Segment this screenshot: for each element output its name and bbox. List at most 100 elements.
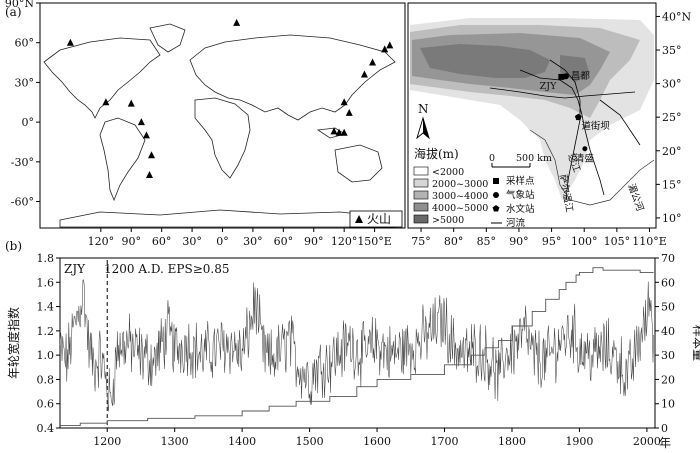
world-map-panel: (a) 120° 90° 60° 30° 0° 30° 60° 90° 120° 150°E90°… <box>5 0 406 248</box>
x-axis-unit: 年 <box>659 436 671 450</box>
volcano-marker <box>102 98 110 106</box>
volcano-marker <box>127 99 135 107</box>
panel-a-label: (a) <box>5 5 22 19</box>
regional-lon-tick-label: 105° <box>604 235 631 248</box>
regional-lon-tick-label: 95° <box>542 235 562 248</box>
right-y-tick-label: 10 <box>661 398 675 411</box>
north-label: N <box>418 102 429 116</box>
right-y-axis-ticks: 0 10 20 30 40 50 60 70 <box>655 252 675 435</box>
hydro-station-legend-icon <box>492 205 500 212</box>
left-y-tick-label: 1.4 <box>37 301 55 314</box>
x-tick-label: 1600 <box>363 435 391 448</box>
world-lat-tick-label: 30° <box>15 76 35 89</box>
river-4 <box>599 99 641 146</box>
world-lon-tick-label: 60° <box>152 235 172 248</box>
regional-lon-tick-label: 110°E <box>632 235 667 248</box>
elevation-legend-label: >5000 <box>432 215 464 226</box>
right-y-tick-label: 30 <box>661 349 675 362</box>
x-tick-label: 1800 <box>498 435 526 448</box>
regional-lat-tick-label: 25° <box>662 111 682 124</box>
left-y-tick-label: 0.6 <box>37 398 55 411</box>
x-axis-ticks: 1200 1300 1400 1500 1600 1700 1800 1900 2000 <box>93 428 661 448</box>
north-arrow-fill <box>423 118 429 138</box>
regional-lat-tick-label: 20° <box>662 145 682 158</box>
volcano-marker <box>148 151 156 159</box>
left-y-axis-ticks: 0.4 0.6 0.8 1.0 1.2 1.4 1.6 1.8 <box>37 252 60 435</box>
eurasia-outline <box>189 34 396 121</box>
weather-station-marker <box>582 146 588 152</box>
right-y-tick-label: 70 <box>661 252 675 265</box>
north-arrow: N <box>416 102 430 140</box>
australia-outline <box>334 144 383 183</box>
sampling-site-legend-icon <box>493 178 499 184</box>
volcano-marker <box>335 128 343 136</box>
volcano-marker <box>137 118 145 126</box>
regional-lat-tick-label: 30° <box>662 78 682 91</box>
world-lat-tick-label: 60° <box>15 37 35 50</box>
elevation-legend-label: 3000~4000 <box>432 191 488 202</box>
world-lon-tick-label: 60° <box>274 235 294 248</box>
africa-outline <box>194 97 251 179</box>
continents <box>43 23 396 228</box>
volcano-marker <box>381 45 389 53</box>
sampling-site-legend-label: 采样点 <box>506 175 535 187</box>
volcano-marker <box>142 131 150 139</box>
world-lat-tick-label: 0° <box>22 116 35 129</box>
scale-bar: 0 500 km <box>489 153 552 168</box>
site-label: ZJY <box>64 262 86 276</box>
elevation-legend-label: <2000 <box>432 167 464 178</box>
world-map-ticks: 120° 90° 60° 30° 0° 30° 60° 90° 120° 150°E90°N60°… <box>5 0 392 248</box>
panel-b-label: (b) <box>5 239 22 253</box>
time-series-panel: (b) ZJY 1200 A.D. EPS≥0.85 1200 1300 1400 1… <box>5 239 700 450</box>
world-lon-tick-label: 90° <box>304 235 324 248</box>
x-tick-label: 2000 <box>633 435 661 448</box>
regional-lat-tick-label: 40°N <box>662 10 691 23</box>
world-lon-tick-label: 30° <box>243 235 263 248</box>
volcano-marker <box>345 108 353 116</box>
sample-size-series-line <box>60 267 654 427</box>
elevation-legend-label: 2000~3000 <box>432 179 488 190</box>
left-y-tick-label: 1.2 <box>37 325 55 338</box>
left-y-tick-label: 0.4 <box>37 422 55 435</box>
volcano-marker <box>233 18 241 26</box>
x-tick-label: 1400 <box>228 435 256 448</box>
elevation-legend-swatch <box>413 178 429 188</box>
hydro-station-marker <box>574 113 582 121</box>
antarctica-outline <box>59 209 396 228</box>
regional-lon-tick-label: 100° <box>571 235 598 248</box>
world-lon-tick-label: 120° <box>331 235 358 248</box>
weather-station-legend-label: 气象站 <box>506 189 535 201</box>
right-y-axis-label: 样本量 <box>691 325 700 361</box>
volcano-marker <box>360 70 368 78</box>
elevation-5000-area <box>420 44 550 78</box>
volcano-marker <box>369 58 377 66</box>
regional-lon-tick-label: 75° <box>411 235 431 248</box>
place-label: 清盛 <box>575 153 595 165</box>
world-lon-tick-label: 90° <box>122 235 142 248</box>
left-y-tick-label: 1.0 <box>37 349 55 362</box>
right-y-tick-label: 20 <box>661 373 675 386</box>
regional-map-ticks: 75° 80° 85° 90° 95° 100° 105° 110°E 40°N 35° 30° 25… <box>411 10 691 248</box>
regional-lon-tick-label: 85° <box>477 235 497 248</box>
regional-lat-tick-label: 10° <box>662 212 682 225</box>
elevation-legend-swatch <box>413 202 429 212</box>
scale-label-500: 500 km <box>516 153 552 164</box>
left-y-tick-label: 1.6 <box>37 276 55 289</box>
elevation-legend-swatch <box>413 190 429 200</box>
volcano-marker <box>330 127 338 135</box>
regional-lat-tick-label: 35° <box>662 44 682 57</box>
right-y-tick-label: 50 <box>661 301 675 314</box>
hydro-station-legend-label: 水文站 <box>506 203 535 215</box>
x-tick-label: 1300 <box>161 435 189 448</box>
volcano-marker <box>66 38 74 46</box>
world-lat-tick-label: -30° <box>11 156 34 169</box>
place-label: 昌都 <box>571 71 591 82</box>
right-y-tick-label: 0 <box>661 422 668 435</box>
volcano-legend-label: 火山 <box>367 212 391 226</box>
river-3 <box>489 87 636 99</box>
world-lon-tick-label: 30° <box>182 235 202 248</box>
x-tick-label: 1500 <box>296 435 324 448</box>
regional-map-panel: 75° 80° 85° 90° 95° 100° 105° 110°E 40°N 35° 30° 25… <box>407 2 691 248</box>
river-legend-label: 河流 <box>506 217 526 229</box>
